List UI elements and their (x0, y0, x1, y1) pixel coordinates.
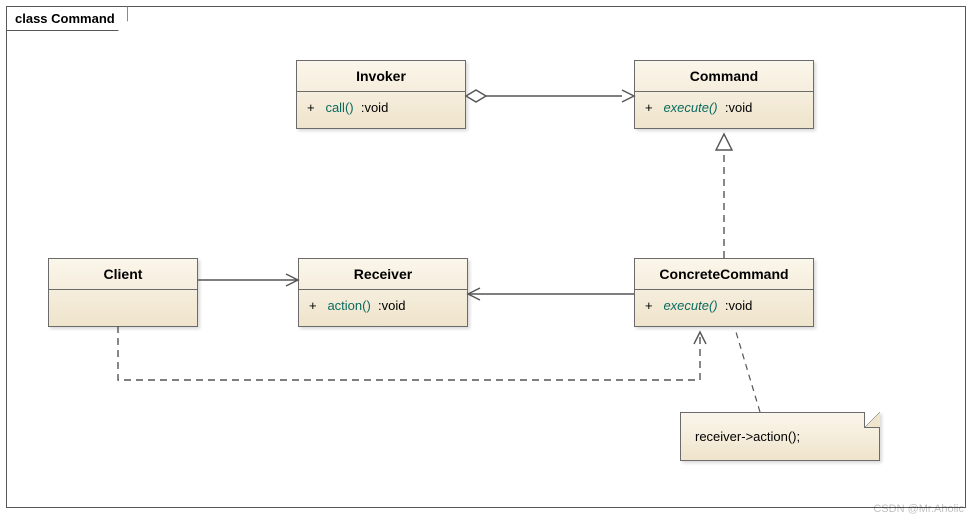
class-name-label: Invoker (297, 61, 465, 92)
note-box: receiver->action(); (680, 412, 880, 461)
note-fold-icon (864, 412, 880, 428)
member-visibility: + (309, 298, 317, 313)
class-command: Command + execute() :void (634, 60, 814, 129)
diagram-canvas: class Command Invoker + call() :void Com… (0, 0, 974, 517)
member-name: execute() (663, 100, 717, 115)
member-visibility: + (645, 298, 653, 313)
frame-title: class Command (6, 6, 128, 31)
class-concrete-command: ConcreteCommand + execute() :void (634, 258, 814, 327)
member-return: :void (725, 100, 752, 115)
member-visibility: + (307, 100, 315, 115)
class-member: + action() :void (309, 298, 457, 313)
class-name-label: Command (635, 61, 813, 92)
member-name: execute() (663, 298, 717, 313)
class-invoker: Invoker + call() :void (296, 60, 466, 129)
watermark-text: CSDN @Mr.Aholic (873, 503, 964, 515)
class-client: Client (48, 258, 198, 327)
class-body: + action() :void (299, 290, 467, 326)
class-member: + execute() :void (645, 100, 803, 115)
member-return: :void (361, 100, 388, 115)
member-visibility: + (645, 100, 653, 115)
member-name: action() (327, 298, 370, 313)
member-name: call() (325, 100, 353, 115)
class-body: + execute() :void (635, 92, 813, 128)
class-member: + call() :void (307, 100, 455, 115)
member-return: :void (725, 298, 752, 313)
class-body (49, 290, 197, 326)
class-body: + execute() :void (635, 290, 813, 326)
note-text: receiver->action(); (695, 429, 800, 444)
class-member: + execute() :void (645, 298, 803, 313)
member-return: :void (378, 298, 405, 313)
class-name-label: Client (49, 259, 197, 290)
class-name-label: ConcreteCommand (635, 259, 813, 290)
class-body: + call() :void (297, 92, 465, 128)
class-name-label: Receiver (299, 259, 467, 290)
class-receiver: Receiver + action() :void (298, 258, 468, 327)
